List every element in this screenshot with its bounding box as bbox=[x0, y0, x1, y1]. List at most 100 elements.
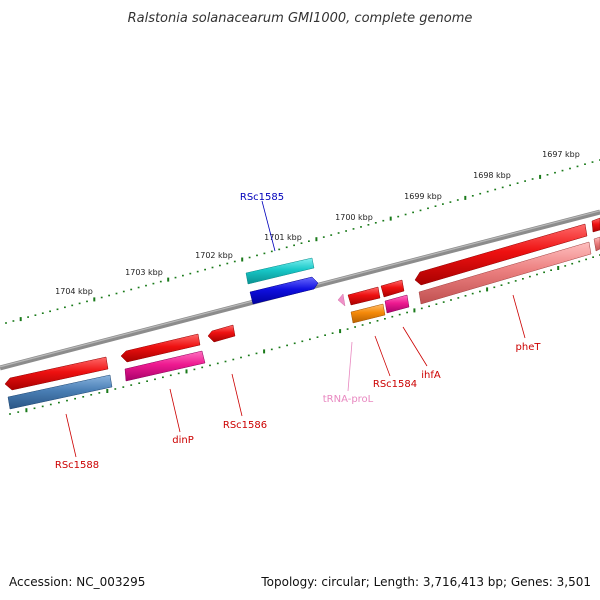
leader-rsc1586 bbox=[231, 373, 243, 417]
inner-scale-minor-tick bbox=[585, 258, 587, 261]
outer-scale-minor-tick bbox=[130, 288, 133, 291]
outer-scale-minor-tick bbox=[360, 226, 362, 228]
gene-arrow-rsc1586[interactable] bbox=[207, 324, 236, 343]
outer-scale-minor-tick bbox=[27, 316, 29, 318]
gene-arrow-rsc1588-strand[interactable] bbox=[7, 374, 113, 410]
map-title: Ralstonia solanacearum GMI1000, complete… bbox=[128, 11, 473, 26]
scale-label-1702: 1702 kbp bbox=[195, 251, 233, 260]
gene-label-rsc1588[interactable]: RSc1588 bbox=[55, 460, 99, 471]
gene-label-phet[interactable]: pheT bbox=[516, 342, 542, 353]
inner-scale-minor-tick bbox=[138, 382, 141, 384]
gene-arrow-edge[interactable] bbox=[591, 217, 600, 233]
gene-arrow-phet-strand[interactable] bbox=[418, 241, 592, 305]
inner-scale-minor-tick bbox=[354, 326, 356, 328]
outer-scale-minor-tick bbox=[427, 207, 429, 210]
outer-scale-major-tick bbox=[389, 216, 392, 221]
trna-arrow-prol[interactable] bbox=[337, 293, 346, 307]
inner-scale-minor-tick bbox=[278, 346, 281, 349]
scale-labels: 1704 kbp 1703 kbp 1702 kbp 1701 kbp 1700… bbox=[55, 150, 580, 296]
outer-scale-minor-tick bbox=[219, 264, 221, 267]
gene-label-dinp[interactable]: dinP bbox=[172, 435, 194, 446]
outer-scale-minor-tick bbox=[419, 209, 422, 212]
gene-arrow-edge-strand[interactable] bbox=[593, 236, 600, 252]
outer-scale-minor-tick bbox=[471, 195, 474, 197]
outer-scale-major-tick bbox=[464, 195, 467, 200]
outer-scale-minor-tick bbox=[576, 165, 579, 168]
features-forward bbox=[245, 217, 600, 306]
inner-scale-minor-tick bbox=[301, 340, 304, 343]
gene-arrow-ihfa[interactable] bbox=[384, 294, 410, 314]
gene-arrow-phet[interactable] bbox=[414, 223, 588, 286]
outer-scale-minor-tick bbox=[308, 240, 310, 242]
gene-arrow-rsc1588[interactable] bbox=[4, 356, 109, 391]
inner-scale-minor-tick bbox=[114, 388, 117, 390]
outer-scale-minor-tick bbox=[189, 272, 192, 275]
inner-scale-minor-tick bbox=[361, 324, 364, 326]
scale-label-1698: 1698 kbp bbox=[473, 171, 511, 180]
scale-ticks-outer bbox=[5, 159, 600, 324]
inner-scale-minor-tick bbox=[146, 380, 148, 382]
outer-scale-minor-tick bbox=[300, 242, 303, 244]
inner-scale-minor-tick bbox=[500, 284, 503, 286]
gene-arrow-rsc1584-b[interactable] bbox=[380, 279, 405, 298]
gene-arrow-dinp[interactable] bbox=[124, 350, 206, 382]
inner-scale-minor-tick bbox=[90, 394, 93, 396]
outer-scale-minor-tick bbox=[159, 280, 162, 283]
outer-scale-minor-tick bbox=[554, 171, 556, 174]
gene-label-rsc1584[interactable]: RSc1584 bbox=[373, 379, 417, 390]
gene-label-trna-prol[interactable]: tRNA-proL bbox=[323, 394, 374, 405]
outer-scale-major-tick bbox=[167, 277, 170, 282]
inner-scale-minor-tick bbox=[41, 405, 44, 408]
outer-scale-minor-tick bbox=[456, 199, 459, 201]
gene-label-rsc1586[interactable]: RSc1586 bbox=[223, 420, 267, 431]
inner-scale-minor-tick bbox=[9, 413, 11, 415]
gene-labels: RSc1585 RSc1588 dinP RSc1586 tRNA-proL R… bbox=[55, 192, 541, 471]
gene-arrow-trna-region[interactable] bbox=[350, 303, 386, 324]
outer-scale-minor-tick bbox=[561, 169, 564, 172]
inner-scale-minor-tick bbox=[391, 315, 394, 318]
outer-scale-major-tick bbox=[539, 174, 542, 179]
scale-label-1697: 1697 kbp bbox=[542, 150, 580, 159]
inner-scale-minor-tick bbox=[522, 278, 524, 280]
inner-scale-minor-tick bbox=[428, 305, 430, 308]
leader-ihfa bbox=[402, 326, 428, 367]
outer-scale-minor-tick bbox=[404, 213, 407, 216]
gene-label-ihfa[interactable]: ihfA bbox=[421, 370, 441, 381]
inner-scale-minor-tick bbox=[324, 334, 326, 336]
inner-scale-minor-tick bbox=[493, 286, 496, 289]
outer-scale-minor-tick bbox=[100, 296, 103, 299]
gene-arrow-rsc1584-a[interactable] bbox=[347, 286, 381, 306]
outer-scale-minor-tick bbox=[337, 232, 340, 234]
inner-scale-minor-tick bbox=[130, 384, 133, 386]
outer-scale-minor-tick bbox=[182, 274, 184, 277]
gene-arrow-rsc1585-strand[interactable] bbox=[249, 276, 319, 305]
outer-scale-minor-tick bbox=[204, 268, 206, 271]
inner-scale-minor-tick bbox=[435, 303, 438, 305]
inner-scale-minor-tick bbox=[209, 364, 211, 367]
gene-label-rsc1585[interactable]: RSc1585 bbox=[240, 192, 284, 203]
inner-scale-major-tick bbox=[557, 266, 560, 270]
gene-arrow-dinp-red[interactable] bbox=[120, 333, 201, 363]
outer-scale-minor-tick bbox=[382, 219, 385, 222]
gene-arrow-rsc1585[interactable] bbox=[245, 257, 315, 285]
inner-scale-major-tick bbox=[263, 349, 266, 354]
inner-scale-minor-tick bbox=[376, 320, 379, 322]
inner-scale-major-tick bbox=[25, 408, 28, 413]
outer-scale-minor-tick bbox=[345, 230, 347, 232]
inner-scale-minor-tick bbox=[232, 358, 235, 361]
accession-text: Accession: NC_003295 bbox=[9, 575, 145, 589]
outer-scale-minor-tick bbox=[41, 312, 44, 314]
outer-scale-minor-tick bbox=[412, 211, 414, 214]
inner-scale-minor-tick bbox=[507, 282, 510, 284]
outer-scale-minor-tick bbox=[278, 248, 281, 251]
outer-scale-minor-tick bbox=[248, 256, 251, 259]
scale-label-1703: 1703 kbp bbox=[125, 268, 163, 277]
outer-scale-minor-tick bbox=[34, 314, 37, 316]
inner-scale-minor-tick bbox=[224, 360, 227, 363]
inner-scale-minor-tick bbox=[58, 401, 60, 404]
outer-scale-minor-tick bbox=[330, 234, 333, 236]
outer-scale-minor-tick bbox=[86, 300, 88, 303]
inner-scale-minor-tick bbox=[293, 342, 296, 345]
outer-scale-minor-tick bbox=[494, 188, 497, 191]
